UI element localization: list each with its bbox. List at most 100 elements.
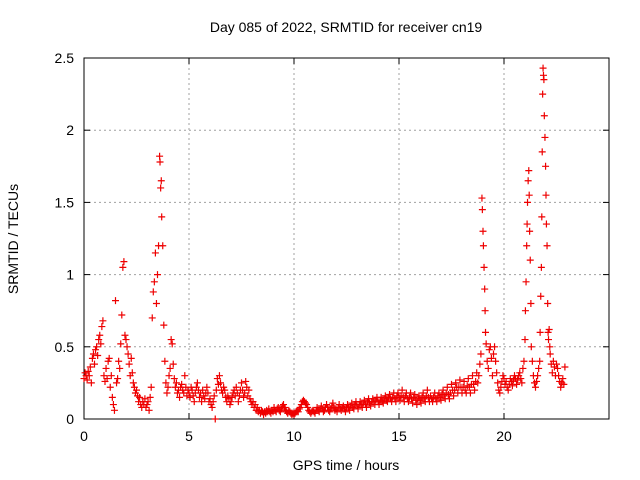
data-point bbox=[91, 360, 98, 368]
grid-lines bbox=[84, 58, 609, 419]
y-tick-label: 0.5 bbox=[55, 339, 75, 355]
data-point bbox=[93, 343, 101, 351]
x-tick-label: 0 bbox=[80, 428, 88, 444]
data-point bbox=[151, 249, 159, 257]
data-point bbox=[481, 285, 489, 293]
data-point bbox=[120, 258, 128, 266]
data-point bbox=[398, 386, 406, 394]
data-point bbox=[150, 278, 158, 286]
data-point bbox=[555, 372, 563, 380]
data-point bbox=[209, 398, 217, 406]
data-point bbox=[490, 350, 497, 358]
data-point bbox=[122, 336, 130, 344]
data-point bbox=[496, 389, 504, 397]
data-point bbox=[524, 177, 532, 185]
data-point bbox=[538, 213, 546, 221]
data-point bbox=[415, 392, 423, 400]
data-point bbox=[445, 395, 453, 403]
data-point bbox=[319, 408, 327, 416]
data-point bbox=[96, 331, 104, 339]
data-point bbox=[208, 403, 216, 411]
data-point bbox=[520, 357, 528, 365]
data-point bbox=[211, 415, 219, 423]
data-point bbox=[99, 317, 107, 325]
data-point bbox=[483, 357, 491, 365]
data-point bbox=[181, 372, 189, 380]
data-point bbox=[545, 325, 553, 333]
data-point bbox=[103, 375, 111, 383]
data-point bbox=[232, 383, 240, 391]
data-point bbox=[186, 393, 194, 401]
data-point bbox=[161, 357, 169, 365]
data-point bbox=[560, 380, 568, 388]
data-point bbox=[133, 386, 140, 394]
data-point bbox=[169, 360, 177, 368]
data-point bbox=[146, 393, 154, 401]
data-point bbox=[196, 393, 203, 401]
data-point bbox=[242, 377, 250, 385]
data-point bbox=[245, 386, 253, 394]
data-point bbox=[479, 227, 487, 235]
data-point bbox=[474, 379, 482, 387]
x-tick-labels: 0 5 10 15 20 bbox=[80, 428, 512, 444]
data-point bbox=[170, 375, 178, 383]
data-point bbox=[302, 399, 310, 407]
data-point bbox=[228, 393, 236, 401]
data-point bbox=[157, 177, 165, 185]
data-point bbox=[519, 364, 527, 372]
data-point bbox=[543, 242, 551, 250]
data-point bbox=[145, 406, 153, 414]
data-point bbox=[504, 386, 512, 394]
data-point bbox=[452, 379, 460, 387]
data-point bbox=[464, 375, 472, 383]
y-tick-label: 2.5 bbox=[55, 50, 75, 66]
data-point bbox=[478, 206, 486, 214]
data-point bbox=[469, 372, 476, 380]
data-point bbox=[221, 386, 229, 394]
data-point bbox=[477, 350, 485, 358]
data-point bbox=[348, 399, 356, 407]
data-point bbox=[114, 375, 122, 383]
x-tick-label: 10 bbox=[286, 428, 302, 444]
data-point bbox=[116, 364, 124, 372]
data-point bbox=[450, 392, 458, 400]
data-point bbox=[86, 363, 94, 371]
data-point bbox=[227, 398, 235, 406]
data-point bbox=[178, 380, 186, 388]
data-point bbox=[433, 398, 441, 406]
data-point bbox=[546, 350, 554, 358]
data-point bbox=[488, 372, 496, 380]
data-point bbox=[341, 408, 349, 416]
data-point bbox=[542, 220, 550, 228]
data-point bbox=[491, 343, 499, 351]
data-point bbox=[528, 357, 536, 365]
data-point bbox=[215, 372, 223, 380]
data-point bbox=[533, 377, 541, 385]
data-point bbox=[538, 148, 546, 156]
data-point bbox=[83, 376, 91, 384]
data-point bbox=[411, 390, 419, 398]
data-point bbox=[190, 398, 198, 406]
data-point bbox=[84, 367, 92, 375]
y-tick-label: 1.5 bbox=[55, 194, 75, 210]
data-point bbox=[537, 292, 545, 300]
data-points bbox=[80, 64, 569, 423]
data-point bbox=[539, 90, 547, 98]
data-point bbox=[235, 392, 243, 400]
data-point bbox=[476, 360, 484, 368]
data-point bbox=[109, 401, 117, 409]
y-tick-label: 1 bbox=[66, 267, 74, 283]
data-point bbox=[167, 336, 175, 344]
data-point bbox=[172, 379, 180, 387]
data-point bbox=[448, 380, 455, 388]
data-point bbox=[523, 242, 531, 250]
data-point bbox=[423, 386, 431, 394]
y-tick-label: 0 bbox=[66, 411, 74, 427]
data-point bbox=[112, 297, 119, 305]
data-point bbox=[113, 379, 121, 387]
data-point bbox=[110, 406, 118, 414]
data-point bbox=[105, 354, 113, 362]
data-point bbox=[160, 321, 168, 329]
data-point bbox=[437, 396, 445, 404]
